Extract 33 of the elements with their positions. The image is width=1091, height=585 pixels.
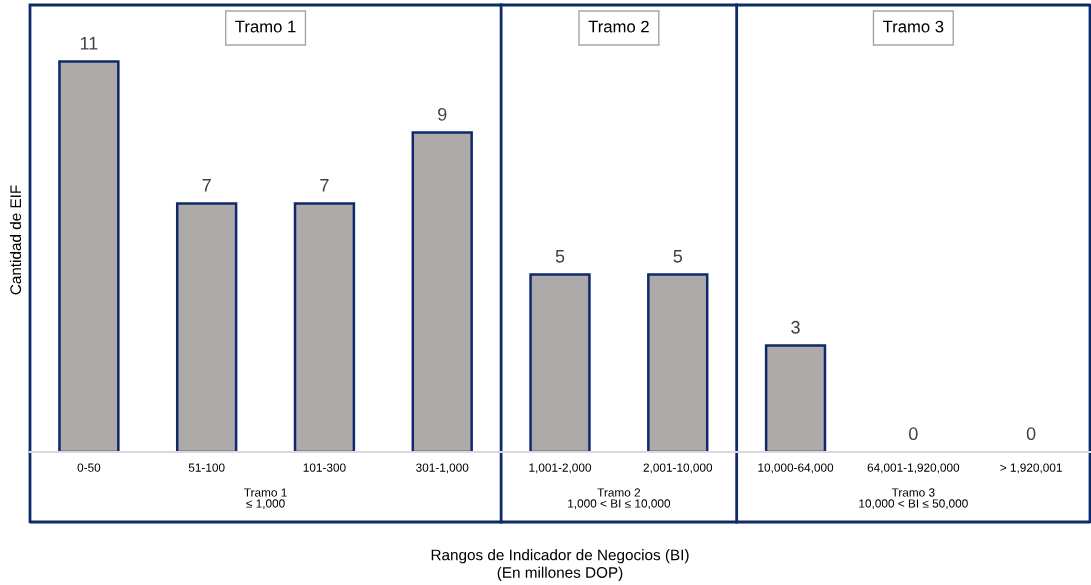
bar <box>411 131 473 452</box>
data-label: 11 <box>80 37 98 50</box>
x-tick-label: 10,000-64,000 <box>758 463 834 474</box>
x-tick-label: 0-50 <box>77 463 101 472</box>
data-label: 0 <box>1026 427 1036 441</box>
data-label: 3 <box>791 320 800 334</box>
x-tick-label: 1,001-2,000 <box>529 463 592 474</box>
data-label: 7 <box>202 179 211 192</box>
x-tick-label: > 1,920,001 <box>1000 463 1062 474</box>
x-tick-label: 301-1,000 <box>416 463 469 474</box>
x-tick-label: 2,001-10,000 <box>643 463 713 474</box>
data-label: 9 <box>438 107 447 121</box>
text: Tramo 2 <box>588 20 649 33</box>
bar <box>647 273 709 452</box>
data-label: 5 <box>555 250 565 263</box>
data-label: 7 <box>320 179 329 192</box>
data-label: 0 <box>909 427 918 441</box>
text: Tramo 3 10,000 < BI ≤ 50,000 <box>859 488 968 510</box>
x-axis-title: Rangos de Indicador de Negocios (BI) (En millones DOP) <box>431 549 689 581</box>
bar <box>175 202 238 452</box>
bar <box>529 273 591 452</box>
x-tick-label: 64,001-1,920,000 <box>867 463 960 474</box>
text: Tramo 1 <box>235 20 296 33</box>
x-tick-label: 101-300 <box>303 463 346 472</box>
y-axis-title: Cantidad de EIF <box>9 185 22 295</box>
bar <box>58 60 120 452</box>
text: Tramo 1 ≤ 1,000 <box>244 488 287 510</box>
bar <box>764 344 827 452</box>
bar <box>293 202 356 452</box>
text: Tramo 3 <box>883 20 944 33</box>
x-tick-label: 51-100 <box>188 463 225 472</box>
text: Tramo 2 1,000 < BI ≤ 10,000 <box>568 488 671 510</box>
data-label: 5 <box>673 250 683 263</box>
